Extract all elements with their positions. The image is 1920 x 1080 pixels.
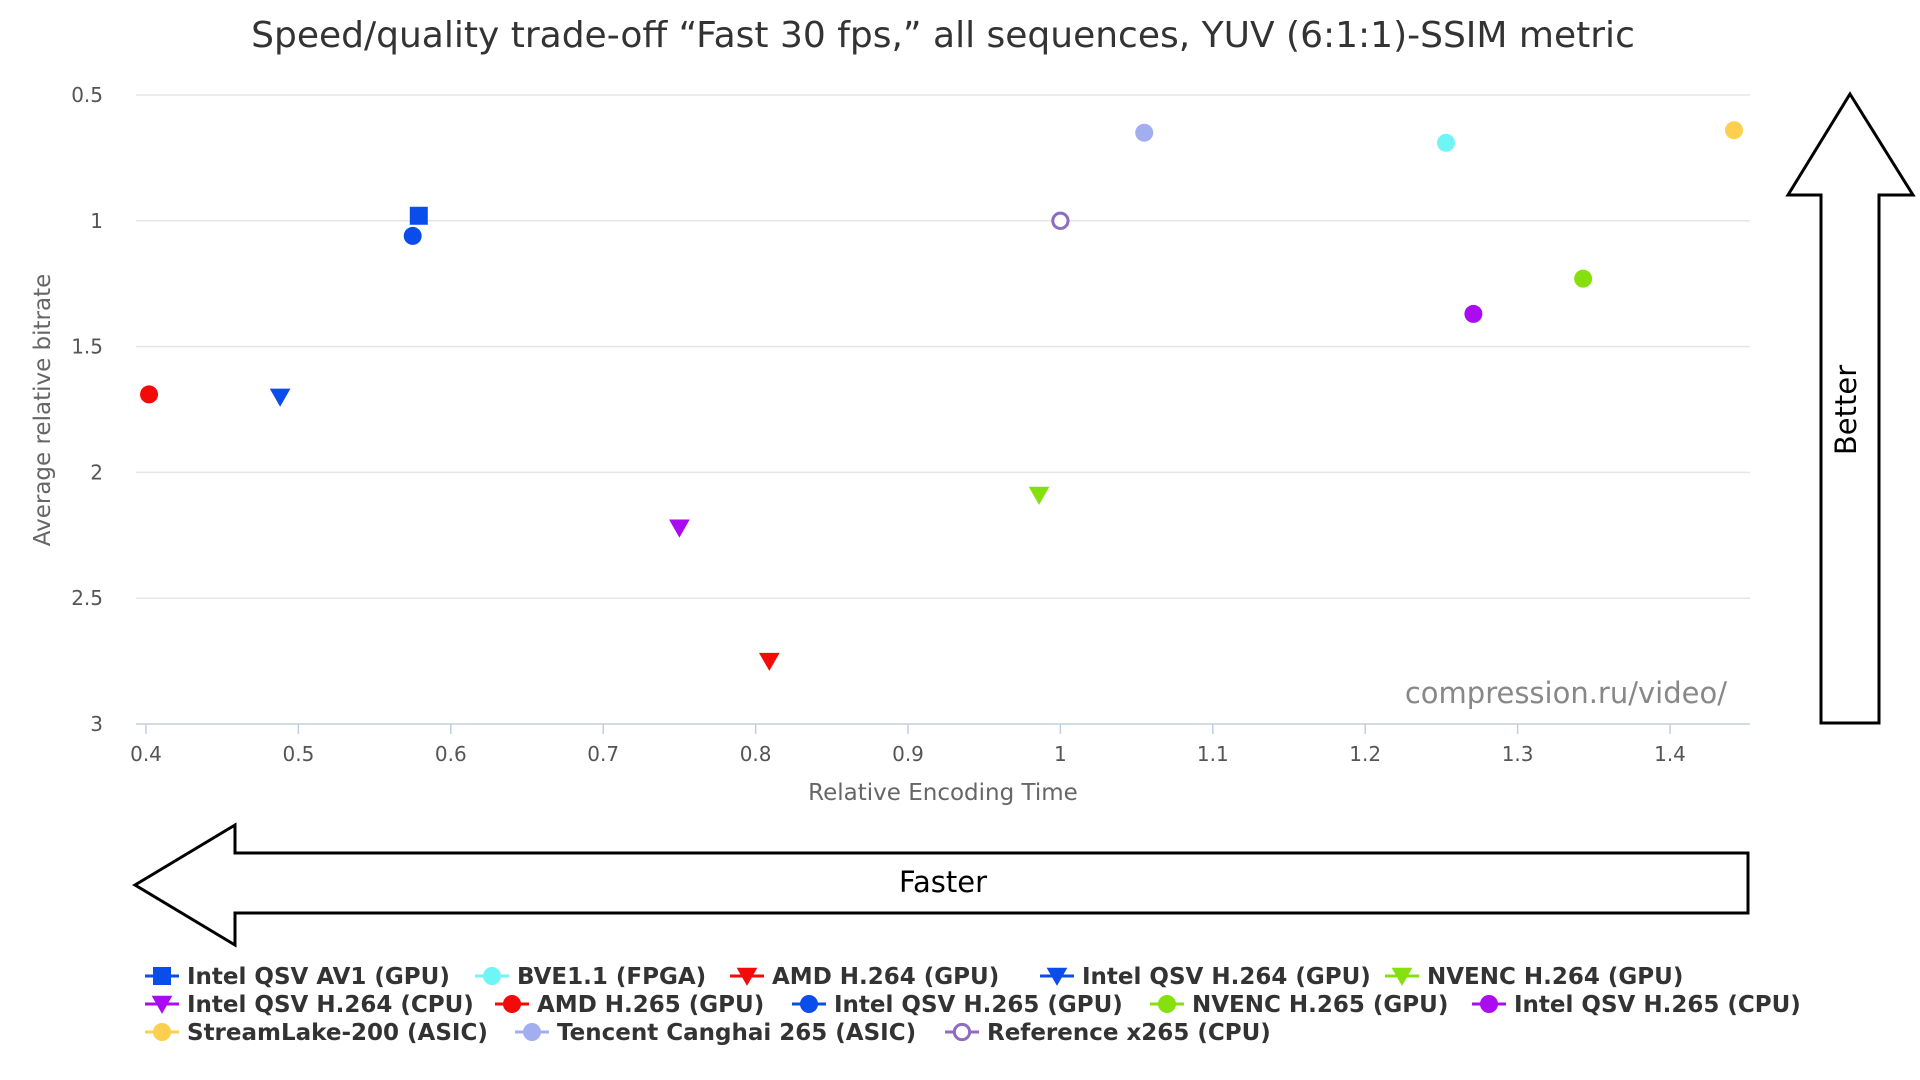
x-tick-label: 0.4 [130, 742, 162, 766]
legend-label: AMD H.264 (GPU) [772, 964, 999, 990]
data-point [404, 227, 422, 245]
legend-marker [523, 1023, 541, 1041]
legend-item[interactable]: NVENC H.264 (GPU) [1385, 964, 1683, 990]
data-point [1574, 270, 1592, 288]
legend-item[interactable]: Intel QSV H.265 (CPU) [1472, 992, 1801, 1018]
legend-item[interactable]: AMD H.265 (GPU) [495, 992, 764, 1018]
legend-marker [1158, 995, 1176, 1013]
legend-label: NVENC H.264 (GPU) [1427, 964, 1683, 990]
y-tick-label: 0.5 [71, 83, 103, 107]
legend-item[interactable]: BVE1.1 (FPGA) [475, 964, 706, 990]
legend-item[interactable]: Intel QSV AV1 (GPU) [145, 964, 450, 990]
data-point [1725, 121, 1743, 139]
legend-item[interactable]: StreamLake-200 (ASIC) [145, 1020, 488, 1046]
y-tick-label: 2 [90, 460, 103, 484]
data-point [1053, 213, 1068, 228]
chart-title: Speed/quality trade-off “Fast 30 fps,” a… [251, 15, 1635, 56]
legend-label: Intel QSV H.265 (GPU) [834, 992, 1123, 1018]
data-point [1135, 124, 1153, 142]
data-point [410, 207, 428, 225]
legend-marker [503, 995, 521, 1013]
legend-marker [153, 967, 171, 985]
legend-item[interactable]: Intel QSV H.265 (GPU) [792, 992, 1123, 1018]
legend-label: Intel QSV H.265 (CPU) [1514, 992, 1801, 1018]
x-axis-title: Relative Encoding Time [808, 780, 1078, 806]
data-point [759, 653, 780, 671]
legend-label: Intel QSV AV1 (GPU) [187, 964, 450, 990]
x-tick-label: 1.4 [1654, 742, 1686, 766]
x-tick-labels: 0.4 0.5 0.6 0.7 0.8 0.9 1 1.1 1.2 1.3 1.4 [130, 724, 1686, 766]
scatter-chart: Speed/quality trade-off “Fast 30 fps,” a… [0, 0, 1920, 1080]
data-point [1029, 487, 1050, 505]
data-points [140, 121, 1743, 671]
legend-item[interactable]: Tencent Canghai 265 (ASIC) [515, 1020, 916, 1046]
x-tick-label: 1.3 [1502, 742, 1534, 766]
legend-item[interactable]: Reference x265 (CPU) [945, 1020, 1271, 1046]
better-label: Better [1829, 365, 1863, 455]
legend-label: NVENC H.265 (GPU) [1192, 992, 1448, 1018]
legend-label: Tencent Canghai 265 (ASIC) [557, 1020, 916, 1046]
x-tick-label: 1.1 [1197, 742, 1229, 766]
data-point [270, 389, 291, 407]
legend-marker [800, 995, 818, 1013]
y-tick-label: 1 [90, 209, 103, 233]
legend-label: AMD H.265 (GPU) [537, 992, 764, 1018]
x-tick-label: 1.2 [1349, 742, 1381, 766]
x-tick-label: 1 [1054, 742, 1067, 766]
legend-label: Reference x265 (CPU) [987, 1020, 1271, 1046]
faster-label: Faster [899, 865, 987, 899]
y-tick-label: 2.5 [71, 586, 103, 610]
x-tick-label: 0.5 [282, 742, 314, 766]
y-tick-label: 1.5 [71, 335, 103, 359]
data-point [669, 519, 690, 537]
legend-item[interactable]: Intel QSV H.264 (GPU) [1040, 964, 1371, 990]
legend-marker [1480, 995, 1498, 1013]
data-point [1464, 305, 1482, 323]
legend-item[interactable]: AMD H.264 (GPU) [730, 964, 999, 990]
y-tick-labels: 0.5 1 1.5 2 2.5 3 [71, 83, 103, 736]
legend-marker [153, 1023, 171, 1041]
x-tick-label: 0.9 [892, 742, 924, 766]
x-tick-label: 0.6 [435, 742, 467, 766]
data-point [140, 385, 158, 403]
legend: Intel QSV AV1 (GPU) BVE1.1 (FPGA) AMD H.26… [145, 964, 1801, 1046]
x-tick-label: 0.8 [740, 742, 772, 766]
grid-layer [136, 95, 1750, 598]
legend-marker [483, 967, 501, 985]
legend-item[interactable]: Intel QSV H.264 (CPU) [145, 992, 474, 1018]
legend-label: Intel QSV H.264 (CPU) [187, 992, 474, 1018]
legend-item[interactable]: NVENC H.265 (GPU) [1150, 992, 1448, 1018]
x-tick-label: 0.7 [587, 742, 619, 766]
y-tick-label: 3 [90, 712, 103, 736]
watermark-text: compression.ru/video/ [1405, 676, 1727, 710]
y-axis-title: Average relative bitrate [30, 274, 56, 547]
legend-label: Intel QSV H.264 (GPU) [1082, 964, 1371, 990]
legend-label: BVE1.1 (FPGA) [517, 964, 706, 990]
data-point [1437, 134, 1455, 152]
legend-label: StreamLake-200 (ASIC) [187, 1020, 488, 1046]
chart-root: Speed/quality trade-off “Fast 30 fps,” a… [0, 0, 1920, 1080]
legend-marker [954, 1024, 969, 1039]
